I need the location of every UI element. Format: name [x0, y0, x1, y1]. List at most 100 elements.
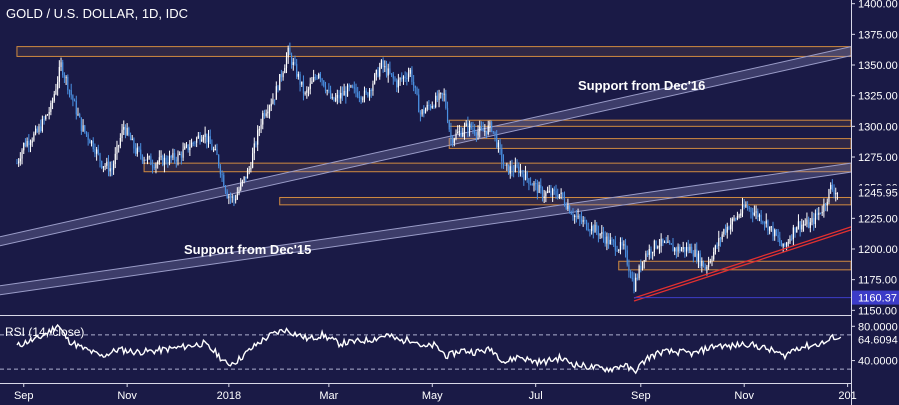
candle-body: [791, 238, 793, 240]
candle-body: [787, 242, 789, 244]
candle-body: [197, 135, 199, 139]
candle-body: [426, 104, 428, 110]
candle-body: [270, 103, 272, 107]
candle-body: [150, 156, 152, 165]
candle-body: [421, 109, 423, 115]
candle-body: [814, 213, 817, 225]
candle-body: [511, 166, 513, 171]
candle-body: [524, 171, 527, 180]
candle-body: [706, 266, 708, 269]
candle-body: [101, 161, 103, 168]
candle-body: [26, 141, 28, 147]
candle-body: [284, 67, 286, 74]
candle-body: [831, 184, 833, 191]
candle-body: [463, 126, 466, 133]
candle-body: [526, 171, 528, 179]
candle-body: [448, 121, 450, 130]
candle-body: [290, 55, 293, 66]
candle-body: [531, 184, 533, 186]
trend-channel-edge: [0, 171, 852, 296]
candle-body: [343, 90, 345, 96]
time-tick-label: Nov: [117, 390, 137, 402]
candle-body: [540, 184, 542, 189]
candle-body: [572, 214, 574, 217]
candle-body: [438, 93, 440, 101]
red-trendline: [633, 226, 852, 299]
candle-body: [28, 141, 30, 146]
candle-body: [240, 183, 242, 190]
candle-body: [190, 142, 193, 148]
candle-body: [738, 215, 740, 217]
candle-body: [370, 89, 372, 91]
price-tick-label: 1275.00: [858, 152, 898, 164]
candle-body: [740, 213, 742, 216]
candle-body: [487, 125, 489, 135]
candle-body: [491, 122, 493, 132]
candle-body: [189, 147, 191, 151]
candle-body: [335, 97, 337, 101]
candle-body: [218, 154, 220, 166]
candle-body: [43, 119, 45, 121]
candle-body: [97, 149, 99, 154]
candle-body: [518, 166, 520, 174]
candle-body: [414, 85, 416, 88]
candle-body: [497, 142, 499, 148]
candle-body: [580, 218, 583, 222]
candle-body: [431, 106, 433, 108]
candle-body: [594, 224, 596, 233]
candle-body: [797, 221, 800, 228]
candle-body: [699, 253, 701, 266]
candle-body: [90, 140, 93, 144]
candle-body: [614, 241, 616, 251]
candle-body: [602, 232, 605, 237]
candle-body: [129, 134, 132, 141]
candle-body: [467, 123, 469, 131]
candle-body: [301, 81, 303, 85]
candle-body: [287, 47, 289, 58]
candle-body: [168, 155, 171, 164]
candle-body: [404, 76, 406, 79]
candle-body: [484, 130, 486, 132]
candle-body: [633, 278, 635, 292]
candle-body: [352, 85, 354, 88]
candle-body: [796, 227, 798, 233]
candle-body: [568, 205, 571, 213]
candle-body: [375, 70, 377, 75]
candle-body: [223, 175, 225, 187]
candle-body: [384, 66, 386, 68]
candle-body: [112, 164, 115, 170]
candle-body: [585, 220, 588, 230]
candle-body: [731, 218, 733, 225]
candle-body: [770, 226, 772, 228]
candle-body: [75, 100, 77, 115]
candle-body: [45, 115, 47, 120]
candle-body: [206, 133, 208, 143]
candle-body: [694, 249, 696, 257]
candle-body: [107, 161, 110, 172]
low-price-value: 1160.37: [858, 293, 897, 305]
candle-body: [123, 126, 125, 130]
candle-body: [523, 174, 525, 180]
candle-body: [684, 247, 686, 252]
last-price-value: 1245.95: [858, 188, 898, 200]
candle-body: [563, 197, 566, 205]
candle-body: [504, 164, 506, 166]
candle-body: [304, 92, 306, 94]
candle-body: [55, 89, 57, 95]
annotation-support-dec15: Support from Dec'15: [184, 242, 311, 257]
candle-body: [179, 154, 181, 156]
candle-body: [94, 149, 96, 154]
candle-body: [87, 134, 89, 140]
candle-body: [752, 212, 754, 216]
candle-body: [406, 78, 408, 80]
candle-body: [158, 157, 160, 162]
candle-body: [708, 262, 710, 267]
candle-body: [682, 247, 684, 250]
candle-body: [277, 86, 279, 91]
candle-body: [555, 190, 557, 196]
candle-body: [472, 128, 474, 130]
rsi-last-value: 64.6094: [858, 334, 898, 346]
rsi-line: [16, 323, 842, 375]
candle-body: [258, 128, 260, 131]
low-price-box: [852, 290, 899, 305]
